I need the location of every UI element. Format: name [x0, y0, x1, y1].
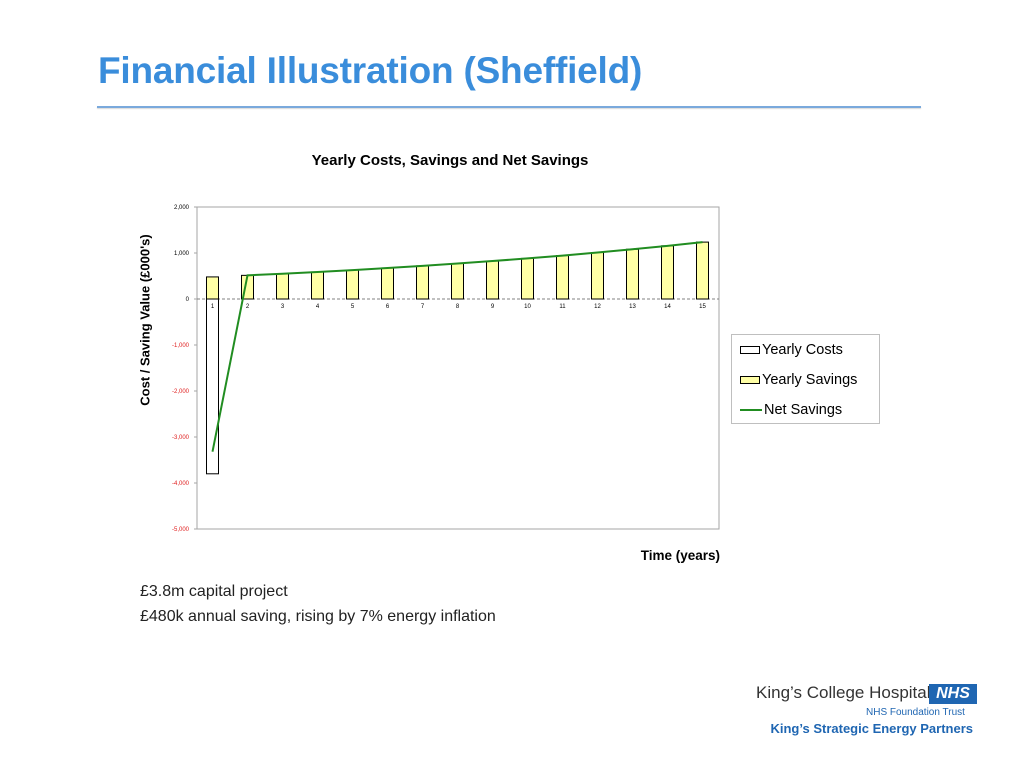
bar-yearly-savings — [591, 252, 604, 300]
legend-swatch-yearly-costs — [740, 346, 760, 354]
y-tick-label: -4,000 — [172, 481, 190, 487]
bar-yearly-savings — [311, 271, 324, 300]
x-tick-label: 14 — [664, 304, 671, 310]
x-axis-label: Time (years) — [640, 548, 720, 563]
legend-label-yearly-savings: Yearly Savings — [762, 372, 858, 388]
bar-yearly-savings — [416, 265, 429, 300]
x-tick-label: 1 — [211, 304, 215, 310]
legend-line-net-savings — [740, 409, 762, 411]
legend-item-net-savings: Net Savings — [740, 402, 842, 418]
bar-yearly-savings — [206, 276, 219, 300]
bar-yearly-savings — [381, 267, 394, 300]
line-net-savings — [211, 241, 703, 452]
legend-item-yearly-costs: Yearly Costs — [740, 342, 843, 358]
y-tick-label: -3,000 — [172, 435, 190, 441]
title-divider — [97, 106, 921, 108]
x-tick-label: 6 — [386, 304, 390, 310]
footer-partners: King’s Strategic Energy Partners — [770, 721, 973, 736]
bar-yearly-savings — [451, 263, 464, 300]
bar-yearly-savings — [696, 241, 709, 300]
y-tick-label: -5,000 — [172, 527, 190, 533]
notes: £3.8m capital project £480k annual savin… — [140, 579, 496, 629]
slide-title: Financial Illustration (Sheffield) — [98, 50, 643, 91]
legend-label-yearly-costs: Yearly Costs — [762, 342, 843, 358]
x-tick-label: 15 — [699, 304, 706, 310]
x-tick-label: 3 — [281, 304, 285, 310]
nhs-badge: NHS — [929, 684, 977, 704]
legend-item-yearly-savings: Yearly Savings — [740, 372, 857, 388]
bar-yearly-savings — [276, 273, 289, 300]
bar-yearly-savings — [661, 245, 674, 300]
x-tick-label: 12 — [594, 304, 601, 310]
bar-yearly-savings — [521, 257, 534, 300]
plot-area — [196, 206, 720, 530]
y-tick-label: 2,000 — [174, 205, 190, 211]
x-tick-label: 10 — [524, 304, 531, 310]
bar-yearly-savings — [486, 260, 499, 300]
note-annual-saving: £480k annual saving, rising by 7% energy… — [140, 608, 496, 625]
logo-trust-name: NHS Foundation Trust — [866, 707, 965, 718]
chart-title: Yearly Costs, Savings and Net Savings — [311, 152, 589, 169]
y-tick-label: 1,000 — [174, 251, 190, 257]
x-tick-label: 11 — [559, 304, 566, 310]
x-tick-label: 2 — [246, 304, 250, 310]
x-tick-label: 4 — [316, 304, 320, 310]
y-tick-label: 0 — [186, 297, 190, 303]
bar-yearly-savings — [556, 255, 569, 300]
logo-hospital-name: King’s College Hospital — [756, 683, 931, 702]
bar-yearly-savings — [626, 248, 639, 300]
bar-yearly-savings — [346, 269, 359, 300]
x-tick-label: 5 — [351, 304, 355, 310]
note-capital-project: £3.8m capital project — [140, 583, 288, 600]
legend-label-net-savings: Net Savings — [764, 402, 843, 418]
legend-swatch-yearly-savings — [740, 376, 760, 384]
chart-legend: Yearly Costs Yearly Savings Net Savings — [731, 334, 880, 424]
x-tick-label: 13 — [629, 304, 636, 310]
x-tick-label: 7 — [421, 304, 425, 310]
x-tick-label: 8 — [456, 304, 460, 310]
x-tick-label: 9 — [491, 304, 495, 310]
y-tick-label: -2,000 — [172, 389, 190, 395]
y-tick-label: -1,000 — [172, 343, 190, 349]
